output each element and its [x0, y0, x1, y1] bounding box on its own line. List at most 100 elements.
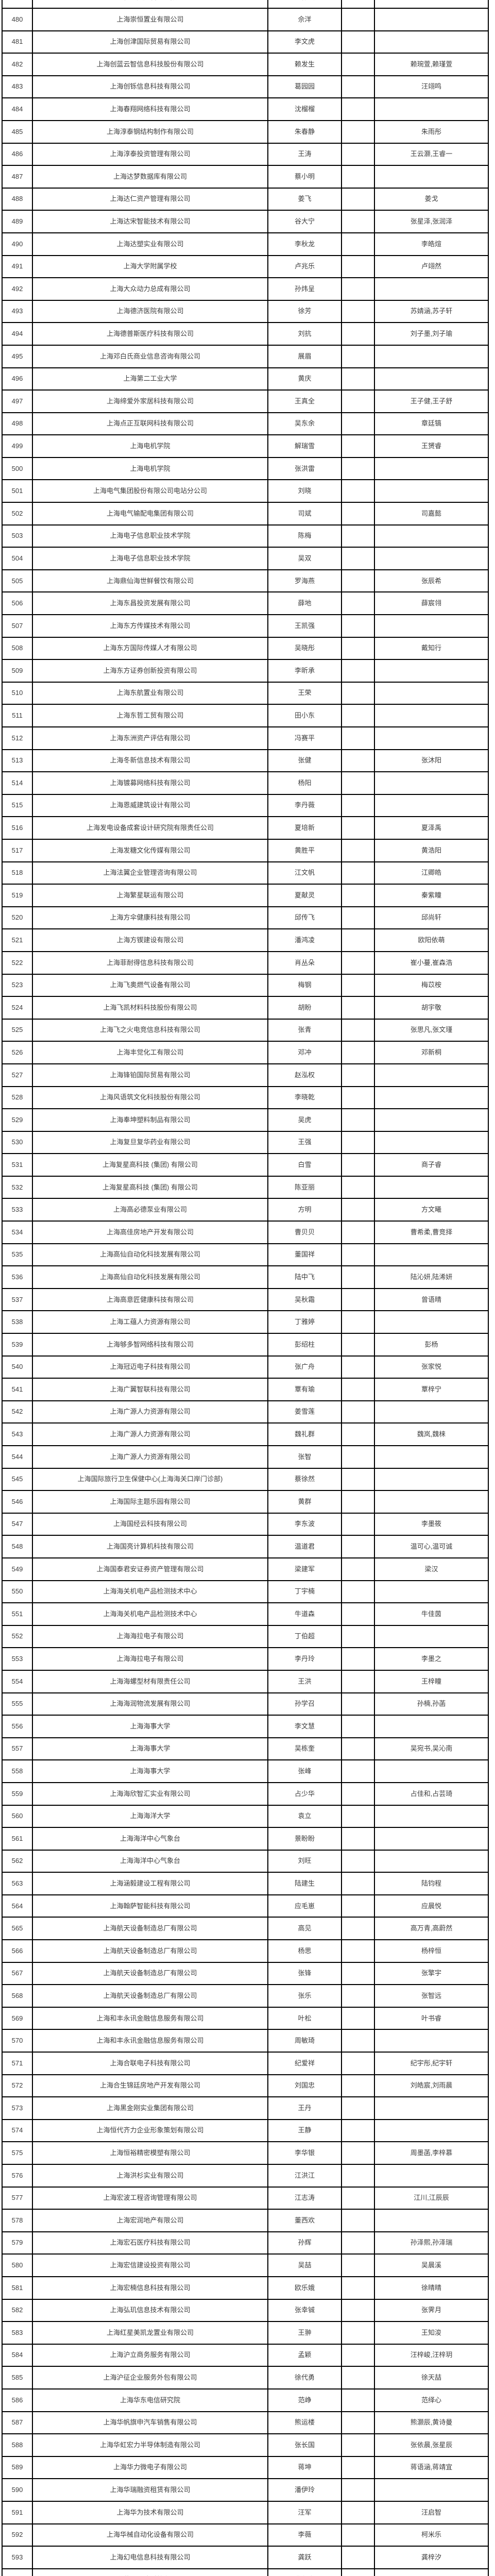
children-names-cell	[374, 1445, 489, 1469]
blank-cell	[341, 2186, 375, 2210]
table-row: 502 上海电气输配电集团有限公司 司斌 司嘉懿	[2, 502, 489, 526]
children-names-cell: 薛宸翎	[374, 591, 489, 616]
company-cell: 上海畅象资产管理有限公司	[32, 0, 268, 9]
parent-name-cell: 牛道森	[267, 1602, 342, 1626]
parent-name-cell: 胡盼	[267, 996, 342, 1020]
children-names-cell	[374, 614, 489, 638]
blank-cell	[341, 1669, 375, 1693]
blank-cell	[341, 2568, 375, 2576]
children-names-cell: 李墨之	[374, 1647, 489, 1671]
blank-cell	[341, 97, 375, 121]
parent-name-cell: 董西欢	[267, 2209, 342, 2232]
parent-name-cell: 陈梅	[267, 524, 342, 548]
children-names-cell: 王子健,王子舒	[374, 389, 489, 413]
table-row: 578 上海宏润地产有限公司 董西欢	[2, 2209, 489, 2232]
row-number-cell: 559	[2, 1782, 33, 1806]
parent-name-cell: 刘旺	[267, 1849, 342, 1873]
table-row: 561 上海海洋中心气象台 景盼盼	[2, 1827, 489, 1851]
blank-cell	[341, 412, 375, 436]
parent-name-cell: 丁宇楠	[267, 1580, 342, 1604]
company-cell: 上海广源人力资源有限公司	[32, 1445, 268, 1469]
children-names-cell: 杨梓恒	[374, 1939, 489, 1963]
table-row: 512 上海东洲资产评估有限公司 冯赛平	[2, 726, 489, 750]
blank-cell	[341, 2388, 375, 2412]
blank-cell	[341, 1692, 375, 1716]
row-number-cell: 591	[2, 2500, 33, 2524]
table-row: 550 上海海关机电产品检测技术中心 丁宇楠	[2, 1580, 489, 1604]
company-cell: 上海电机学院	[32, 434, 268, 458]
children-names-cell	[374, 793, 489, 818]
company-cell: 上海达梦数据库有限公司	[32, 165, 268, 189]
parent-name-cell: 孙学召	[267, 1692, 342, 1716]
blank-cell	[341, 1063, 375, 1087]
parent-name-cell: 刘国忠	[267, 2074, 342, 2098]
table-row: 546 上海国际主题乐园有限公司 黄群	[2, 1490, 489, 1514]
row-number-cell: 489	[2, 210, 33, 233]
company-cell: 上海海洋中心气象台	[32, 1827, 268, 1851]
parent-name-cell: 李晓乾	[267, 1086, 342, 1110]
blank-cell	[341, 1580, 375, 1604]
blank-cell	[341, 1130, 375, 1155]
children-names-cell	[374, 726, 489, 750]
company-cell: 上海合联电子科技有限公司	[32, 2052, 268, 2075]
blank-cell	[341, 53, 375, 76]
company-cell: 上海第二工业大学	[32, 367, 268, 391]
company-cell: 上海飞奥燃气设备有限公司	[32, 973, 268, 997]
company-cell: 上海电子信息职业技术学院	[32, 524, 268, 548]
blank-cell	[341, 1333, 375, 1357]
children-names-cell: 王云灏,王睿一	[374, 142, 489, 166]
row-number-cell: 501	[2, 479, 33, 503]
children-names-cell: 张辰希	[374, 569, 489, 593]
children-names	[375, 0, 487, 7]
row-number-cell: 573	[2, 2096, 33, 2120]
parent-name-cell: 梅钢	[267, 973, 342, 997]
company-cell: 上海冠迈电子科技有限公司	[32, 1355, 268, 1379]
table-row: 576 上海洪杉实业有限公司 江洪江	[2, 2164, 489, 2188]
table-row: 482 上海创蓝云智信息科技股份有限公司 赖发生 赖琬萱,赖瑾萱	[2, 53, 489, 76]
row-number-cell: 508	[2, 636, 33, 660]
parent-name-cell: 王真全	[267, 389, 342, 413]
children-names-cell: 崔小蔓,崔森浩	[374, 951, 489, 975]
table-row: 539 上海够多智网络科技有限公司 彭绍柱 彭杨	[2, 1333, 489, 1357]
blank-cell	[341, 659, 375, 683]
blank-cell	[341, 1939, 375, 1963]
parent-name-cell: 邓冲	[267, 1041, 342, 1064]
blank-cell	[341, 1917, 375, 1941]
table-row: 515 上海恩威建筑设计有限公司 李丹薇	[2, 793, 489, 818]
parent-name-cell: 丁伯超	[267, 1624, 342, 1649]
row-number-cell: 545	[2, 1467, 33, 1492]
company-cell: 上海奉坤塑料制品有限公司	[32, 1108, 268, 1132]
parent-name-cell: 赖发生	[267, 53, 342, 76]
blank-cell	[341, 1782, 375, 1806]
table-row: 520 上海方伞健康科技有限公司 邱传飞 邱尚轩	[2, 906, 489, 930]
children-names-cell: 江川,江辰辰	[374, 2186, 489, 2210]
company-cell: 上海海润物流发展有限公司	[32, 1692, 268, 1716]
row-number-cell: 569	[2, 2006, 33, 2030]
company-cell: 上海电气输配电集团有限公司	[32, 502, 268, 526]
row-number-cell: 585	[2, 2366, 33, 2389]
blank-cell	[341, 1355, 375, 1379]
table-row: 480 上海崇恒置业有限公司 佘洋	[2, 8, 489, 31]
children-names-cell: 曾语晴	[374, 1287, 489, 1312]
company-cell: 上海国泰君安证券资产管理有限公司	[32, 1557, 268, 1581]
row-number-cell: 565	[2, 1917, 33, 1941]
children-names-cell: 范绎心	[374, 2388, 489, 2412]
row-number-cell: 511	[2, 704, 33, 727]
blank-cell	[341, 1961, 375, 1986]
parent-name-cell: 江洪江	[267, 2164, 342, 2188]
blank-cell	[341, 838, 375, 862]
children-names-cell	[374, 1108, 489, 1132]
row-number-cell: 525	[2, 1018, 33, 1042]
parent-name-cell: 覃有瑜	[267, 1378, 342, 1401]
row-number-cell: 506	[2, 591, 33, 616]
children-names-cell	[374, 2478, 489, 2502]
parent-name-cell: 蔡徐然	[267, 1467, 342, 1492]
table-row: 584 上海沪立商务服务有限公司 孟颖 汪梓峻,汪梓玥	[2, 2343, 489, 2367]
children-names-cell: 刘皓宸,刘雨晨	[374, 2074, 489, 2098]
parent-name-cell: 王翀	[267, 2321, 342, 2345]
table-row: 570 上海和丰永讯金融信息服务有限公司 周敏琦	[2, 2029, 489, 2053]
children-names-cell: 孙泽熙,孙泽瑞	[374, 2231, 489, 2255]
blank-cell	[341, 816, 375, 840]
children-names-cell: 陆沁妍,陆浠妍	[374, 1265, 489, 1289]
children-names-cell: 张霁月	[374, 2298, 489, 2323]
